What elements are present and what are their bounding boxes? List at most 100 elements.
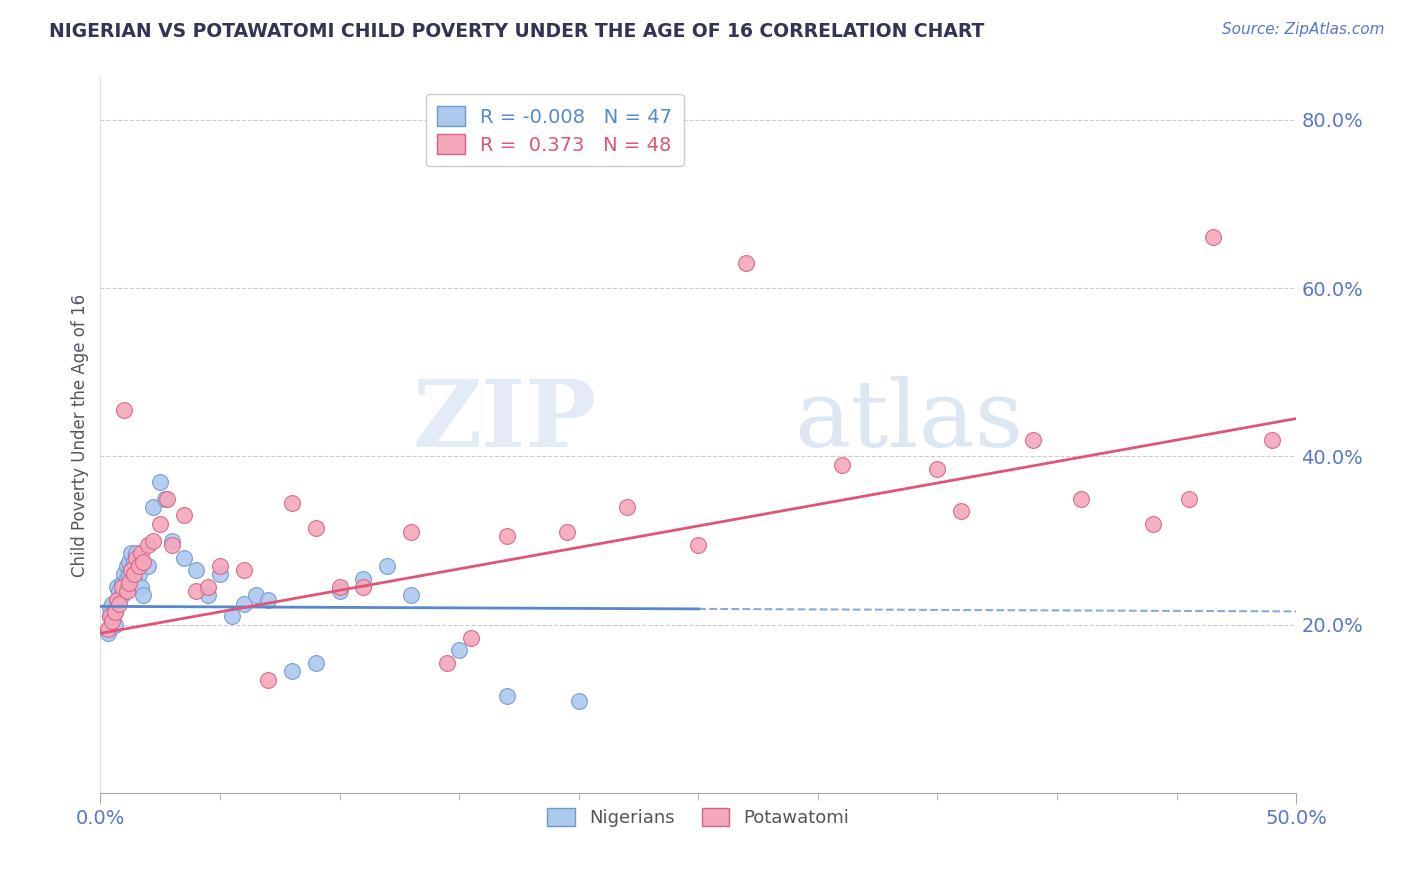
Point <box>304 521 326 535</box>
Point <box>108 584 131 599</box>
Point <box>112 567 135 582</box>
Point <box>120 563 142 577</box>
Point <box>136 538 159 552</box>
Point <box>111 580 134 594</box>
Legend: Nigerians, Potawatomi: Nigerians, Potawatomi <box>540 801 856 834</box>
Point <box>111 575 134 590</box>
Point <box>436 656 458 670</box>
Point <box>153 491 176 506</box>
Point <box>132 589 155 603</box>
Point <box>1070 491 1092 506</box>
Point <box>98 609 121 624</box>
Point <box>197 589 219 603</box>
Point <box>98 601 121 615</box>
Point <box>256 592 278 607</box>
Point <box>197 580 219 594</box>
Point <box>927 462 949 476</box>
Point <box>111 589 134 603</box>
Point <box>449 643 471 657</box>
Point <box>128 567 150 582</box>
Point <box>353 572 375 586</box>
Point <box>105 580 128 594</box>
Point <box>280 496 302 510</box>
Point <box>112 584 135 599</box>
Point <box>160 538 183 552</box>
Point <box>104 618 127 632</box>
Point <box>568 694 591 708</box>
Point <box>950 504 973 518</box>
Point <box>460 631 482 645</box>
Point <box>115 584 138 599</box>
Point <box>735 256 758 270</box>
Point <box>1261 433 1284 447</box>
Point <box>1177 491 1199 506</box>
Point <box>184 563 207 577</box>
Point <box>98 609 121 624</box>
Point <box>108 597 131 611</box>
Point <box>304 656 326 670</box>
Point <box>118 567 141 582</box>
Point <box>377 558 399 573</box>
Point <box>129 580 152 594</box>
Point <box>115 558 138 573</box>
Point <box>401 525 423 540</box>
Point <box>125 550 148 565</box>
Point <box>129 546 152 560</box>
Point <box>136 558 159 573</box>
Point <box>149 475 172 489</box>
Point <box>688 538 710 552</box>
Point <box>118 575 141 590</box>
Text: NIGERIAN VS POTAWATOMI CHILD POVERTY UNDER THE AGE OF 16 CORRELATION CHART: NIGERIAN VS POTAWATOMI CHILD POVERTY UND… <box>49 22 984 41</box>
Y-axis label: Child Poverty Under the Age of 16: Child Poverty Under the Age of 16 <box>72 293 89 577</box>
Point <box>232 597 254 611</box>
Text: ZIP: ZIP <box>412 376 596 467</box>
Point <box>120 563 142 577</box>
Point <box>831 458 853 472</box>
Point <box>142 500 165 514</box>
Point <box>328 580 350 594</box>
Point <box>128 558 150 573</box>
Point <box>118 555 141 569</box>
Point <box>132 555 155 569</box>
Point <box>232 563 254 577</box>
Point <box>496 529 519 543</box>
Point <box>101 614 124 628</box>
Point <box>105 592 128 607</box>
Point <box>328 584 350 599</box>
Point <box>112 403 135 417</box>
Text: atlas: atlas <box>794 376 1024 467</box>
Point <box>173 508 195 523</box>
Point <box>160 533 183 548</box>
Point <box>184 584 207 599</box>
Point <box>208 567 231 582</box>
Point <box>245 589 267 603</box>
Point <box>256 673 278 687</box>
Point <box>120 546 142 560</box>
Point <box>101 597 124 611</box>
Point <box>104 605 127 619</box>
Point <box>616 500 638 514</box>
Point <box>496 690 519 704</box>
Point <box>1022 433 1045 447</box>
Point <box>156 491 179 506</box>
Text: Source: ZipAtlas.com: Source: ZipAtlas.com <box>1222 22 1385 37</box>
Point <box>122 555 145 569</box>
Point <box>96 626 118 640</box>
Point <box>142 533 165 548</box>
Point <box>173 550 195 565</box>
Point <box>122 567 145 582</box>
Point <box>96 622 118 636</box>
Point <box>101 614 124 628</box>
Point <box>280 664 302 678</box>
Point <box>104 605 127 619</box>
Point <box>125 546 148 560</box>
Point <box>149 516 172 531</box>
Point <box>115 572 138 586</box>
Point <box>105 592 128 607</box>
Point <box>555 525 578 540</box>
Point <box>1201 230 1223 244</box>
Point <box>208 558 231 573</box>
Point <box>353 580 375 594</box>
Point <box>1142 516 1164 531</box>
Point <box>401 589 423 603</box>
